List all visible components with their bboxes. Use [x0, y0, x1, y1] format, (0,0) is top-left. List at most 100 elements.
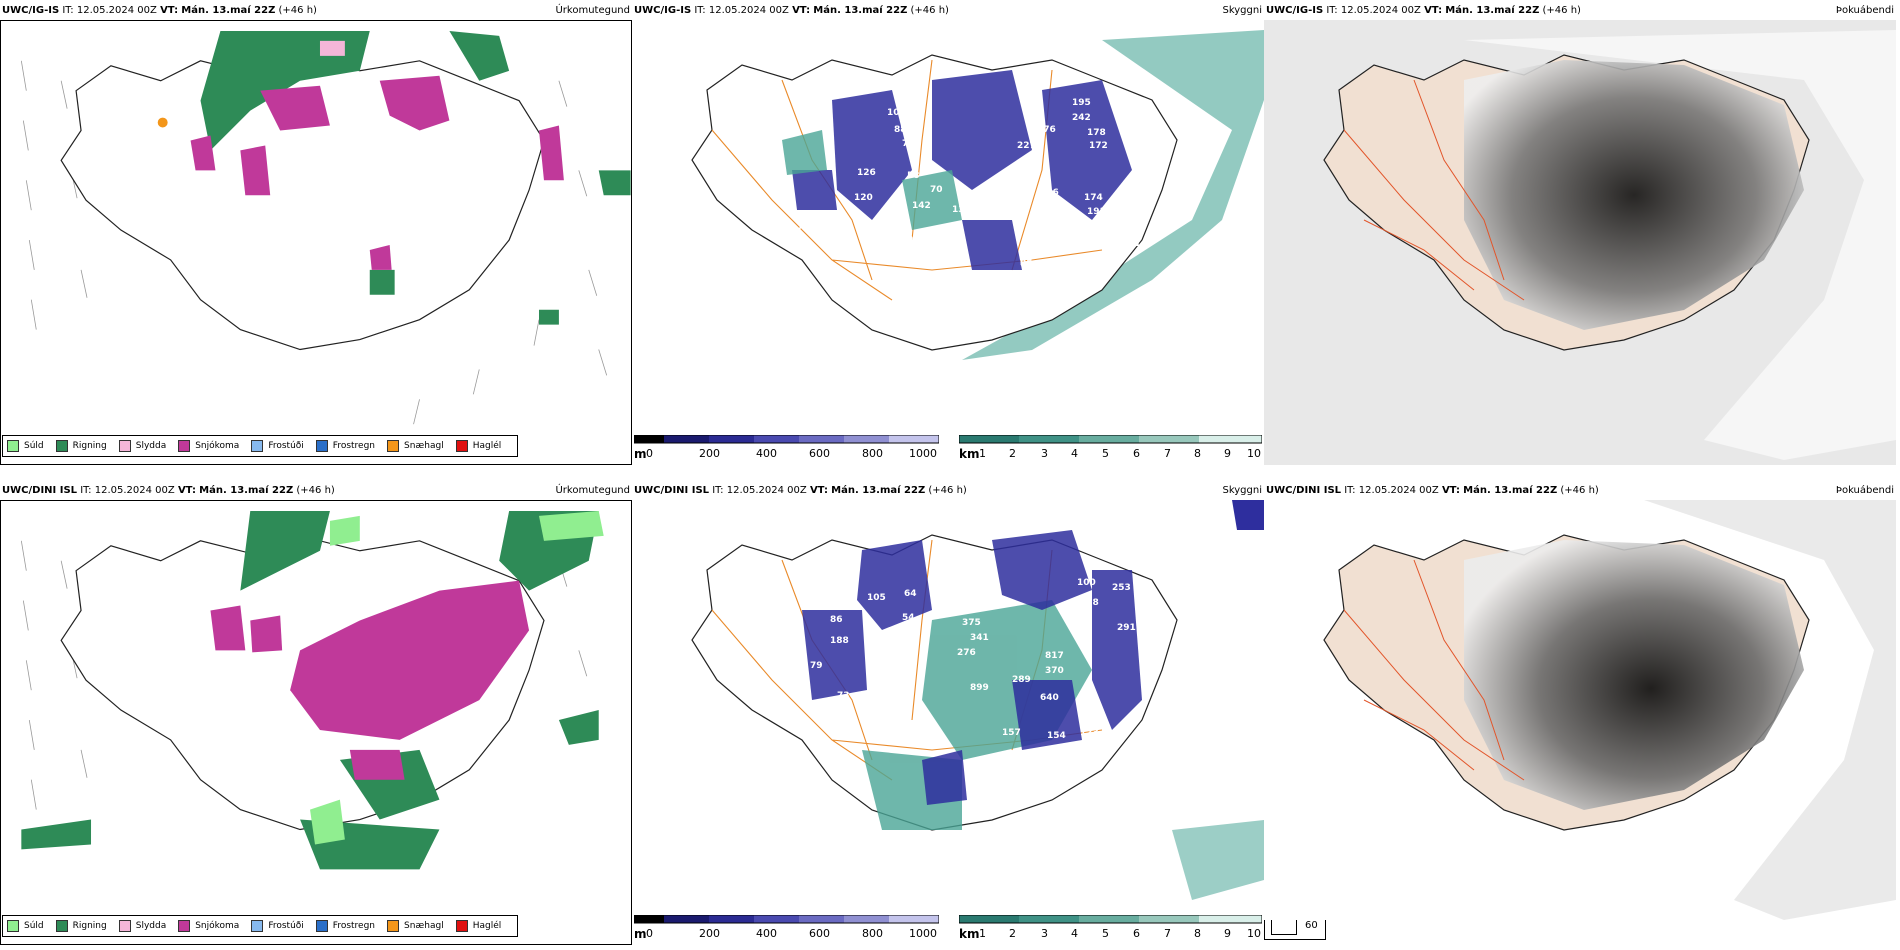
low-visibility-areas	[792, 70, 1132, 270]
vis-label: 56	[820, 715, 833, 725]
legend-item: Frostúði	[251, 920, 304, 932]
height-tick: 1000	[909, 927, 937, 940]
legend-item: Rigning	[55, 440, 107, 452]
panel-header: UWC/IG-IS IT: 12.05.2024 00Z VT: Mán. 13…	[2, 5, 317, 16]
product-name: Skyggni	[1222, 485, 1262, 496]
legend-swatch	[315, 920, 328, 932]
vis-label: 70	[930, 185, 943, 195]
vis-label: 86	[830, 615, 843, 625]
vis-label: 83	[988, 775, 1001, 785]
height-unit: m	[634, 447, 647, 461]
visibility-colorbar: km 1 2 3 4 5 6 7 8 9 10	[959, 435, 1262, 463]
panel-header: UWC/DINI ISL IT: 12.05.2024 00Z VT: Mán.…	[1266, 485, 1599, 496]
panel-ig-fog-index: UWC/IG-IS IT: 12.05.2024 00Z VT: Mán. 13…	[1264, 0, 1896, 465]
height-tick: 0	[646, 927, 653, 940]
wind-barbs	[20, 60, 608, 425]
rain-areas	[200, 30, 631, 325]
legend-swatch	[118, 440, 131, 452]
height-tick: 400	[756, 447, 777, 460]
vis-label: 111	[1122, 239, 1141, 249]
height-colorbar-gradient	[634, 915, 939, 924]
vis-label: 327	[1062, 611, 1081, 621]
mid-visibility-areas	[782, 130, 962, 230]
visibility-tick: 2	[1009, 927, 1016, 940]
panel-header: UWC/DINI ISL IT: 12.05.2024 00Z VT: Mán.…	[634, 485, 967, 496]
visibility-tick: 5	[1102, 927, 1109, 940]
visibility-tick: 3	[1041, 447, 1048, 460]
precip-type-legend: Súld Rigning Slydda Snjókoma Frostúði Fr…	[2, 915, 519, 937]
legend-item: Frostúði	[251, 440, 304, 452]
legend-swatch	[55, 920, 68, 932]
vis-label: 100	[1077, 578, 1096, 588]
vis-label: 85	[1020, 259, 1033, 269]
visibility-tick: 9	[1224, 447, 1231, 460]
height-colorbar: m 0 200 400 600 800 1000	[634, 435, 939, 463]
visibility-map: 105 88 79 58 70 142 137 120 126 229 203 …	[632, 20, 1264, 440]
vis-label: 370	[1045, 666, 1064, 676]
legend-item: Súld	[7, 440, 44, 452]
height-unit: m	[634, 927, 647, 941]
height-tick: 600	[809, 447, 830, 460]
legend-item: Snjókoma	[178, 920, 239, 932]
legend-item: Slydda	[118, 920, 166, 932]
legend-swatch	[7, 440, 19, 452]
visibility-tick: 10	[1247, 927, 1261, 940]
legend-swatch	[251, 440, 264, 452]
vis-label: 72	[864, 243, 877, 253]
vis-label: 341	[970, 633, 989, 643]
visibility-map: 105 64 54 188 86 79 73 56 69 375 341 276…	[632, 500, 1264, 920]
precip-type-legend: Súld Rigning Slydda Snjókoma Frostúði Fr…	[2, 435, 519, 457]
vis-label: 137	[952, 205, 971, 215]
height-tick: 200	[699, 447, 720, 460]
vis-label: 203	[822, 223, 841, 233]
vis-label: 135	[862, 225, 881, 235]
snow-areas	[190, 75, 564, 270]
product-name: Úrkomutegund	[555, 5, 630, 16]
visibility-tick: 6	[1133, 447, 1140, 460]
legend-swatch	[178, 920, 191, 932]
vis-label: 332	[1122, 191, 1141, 201]
fog-field	[1464, 540, 1804, 810]
legend-item: Haglél	[455, 440, 501, 452]
vis-label: 178	[1087, 128, 1106, 138]
legend-swatch	[251, 920, 264, 932]
legend-swatch	[455, 920, 468, 932]
vis-label: 899	[970, 683, 989, 693]
fog-legend-label: 60	[1305, 920, 1318, 931]
legend-item: Frostregn	[315, 920, 375, 932]
visibility-unit: km	[959, 927, 980, 941]
product-name: Þokuábendi	[1835, 485, 1894, 496]
vis-label: 191	[1087, 207, 1106, 217]
vis-label: 76	[1082, 263, 1095, 273]
vis-label: 105	[887, 108, 906, 118]
drizzle-areas	[310, 510, 604, 845]
height-tick: 800	[862, 927, 883, 940]
vis-label: 54	[902, 613, 915, 623]
vis-label: 102	[980, 187, 999, 197]
vis-label: 375	[962, 618, 981, 628]
height-colorbar-gradient	[634, 435, 939, 444]
visibility-tick: 6	[1133, 927, 1140, 940]
product-name: Skyggni	[1222, 5, 1262, 16]
fog-index-map	[1264, 20, 1896, 465]
panel-header: UWC/IG-IS IT: 12.05.2024 00Z VT: Mán. 13…	[1266, 5, 1581, 16]
vis-label: 105	[867, 593, 886, 603]
vis-label: 126	[1040, 188, 1059, 198]
vis-label: 195	[1072, 98, 1091, 108]
panel-dini-fog-index: UWC/DINI ISL IT: 12.05.2024 00Z VT: Mán.…	[1264, 480, 1896, 945]
road-network	[1343, 79, 1525, 301]
fog-field	[1464, 60, 1804, 330]
legend-swatch	[178, 440, 191, 452]
vis-label: 90	[1008, 763, 1021, 773]
vis-label: 227	[1017, 141, 1036, 151]
vis-label: 95	[1018, 193, 1031, 203]
visibility-tick: 7	[1164, 927, 1171, 940]
vis-label: 172	[1089, 141, 1108, 151]
visibility-tick: 7	[1164, 447, 1171, 460]
legend-item: Rigning	[55, 920, 107, 932]
vis-label: 289	[1012, 675, 1031, 685]
legend-swatch	[387, 920, 400, 932]
legend-swatch	[118, 920, 131, 932]
panel-ig-precip-type: UWC/IG-IS IT: 12.05.2024 00Z VT: Mán. 13…	[0, 0, 632, 465]
vis-label: 176	[1037, 125, 1056, 135]
